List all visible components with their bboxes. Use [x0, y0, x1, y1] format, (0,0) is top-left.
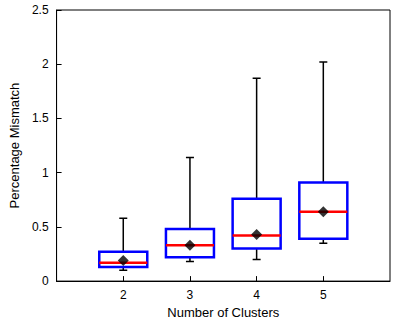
svg-text:Percentage Mismatch: Percentage Mismatch — [7, 83, 22, 209]
svg-text:1.5: 1.5 — [32, 111, 49, 125]
svg-text:1: 1 — [42, 166, 49, 180]
svg-text:0.5: 0.5 — [32, 220, 49, 234]
svg-text:2: 2 — [120, 288, 127, 302]
svg-text:2: 2 — [42, 57, 49, 71]
svg-text:0: 0 — [42, 274, 49, 288]
svg-text:5: 5 — [320, 288, 327, 302]
svg-text:3: 3 — [187, 288, 194, 302]
svg-text:4: 4 — [253, 288, 260, 302]
svg-text:2.5: 2.5 — [32, 3, 49, 17]
svg-text:Number of Clusters: Number of Clusters — [167, 305, 279, 320]
